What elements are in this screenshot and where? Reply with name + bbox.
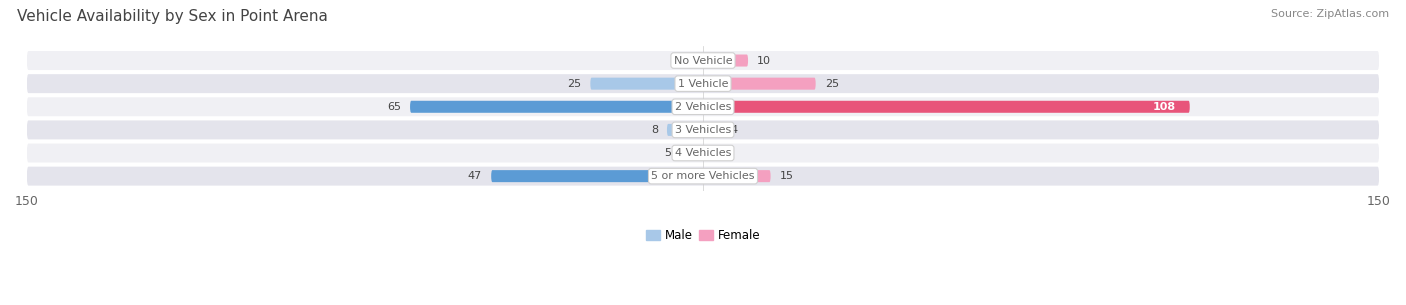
FancyBboxPatch shape [27, 74, 1379, 93]
FancyBboxPatch shape [681, 147, 703, 159]
FancyBboxPatch shape [27, 120, 1379, 139]
Text: 108: 108 [1153, 102, 1177, 112]
Text: 1 Vehicle: 1 Vehicle [678, 79, 728, 89]
FancyBboxPatch shape [666, 124, 703, 136]
FancyBboxPatch shape [27, 97, 1379, 116]
Text: 5 or more Vehicles: 5 or more Vehicles [651, 171, 755, 181]
FancyBboxPatch shape [703, 55, 748, 66]
Text: 8: 8 [651, 125, 658, 135]
FancyBboxPatch shape [703, 78, 815, 90]
Text: Source: ZipAtlas.com: Source: ZipAtlas.com [1271, 9, 1389, 19]
FancyBboxPatch shape [703, 170, 770, 182]
Text: 25: 25 [567, 79, 581, 89]
Text: 0: 0 [688, 56, 695, 66]
Text: 65: 65 [387, 102, 401, 112]
FancyBboxPatch shape [27, 144, 1379, 163]
Text: 5: 5 [665, 148, 672, 158]
Text: 4 Vehicles: 4 Vehicles [675, 148, 731, 158]
FancyBboxPatch shape [591, 78, 703, 90]
Legend: Male, Female: Male, Female [641, 224, 765, 246]
Text: 15: 15 [779, 171, 793, 181]
FancyBboxPatch shape [27, 167, 1379, 186]
Text: 4: 4 [730, 125, 737, 135]
Text: 0: 0 [711, 148, 718, 158]
FancyBboxPatch shape [411, 101, 703, 113]
Text: 47: 47 [468, 171, 482, 181]
Text: 2 Vehicles: 2 Vehicles [675, 102, 731, 112]
FancyBboxPatch shape [703, 124, 721, 136]
Text: Vehicle Availability by Sex in Point Arena: Vehicle Availability by Sex in Point Are… [17, 9, 328, 24]
Text: 25: 25 [825, 79, 839, 89]
Text: No Vehicle: No Vehicle [673, 56, 733, 66]
FancyBboxPatch shape [491, 170, 703, 182]
FancyBboxPatch shape [703, 101, 1189, 113]
FancyBboxPatch shape [27, 51, 1379, 70]
Text: 3 Vehicles: 3 Vehicles [675, 125, 731, 135]
Text: 10: 10 [756, 56, 770, 66]
